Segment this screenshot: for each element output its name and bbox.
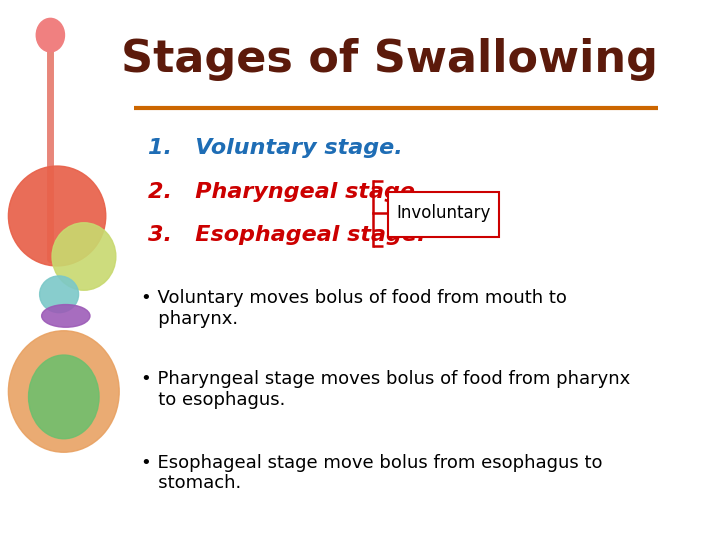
Text: • Pharyngeal stage moves bolus of food from pharynx
   to esophagus.: • Pharyngeal stage moves bolus of food f… bbox=[141, 370, 630, 409]
Ellipse shape bbox=[40, 276, 78, 313]
Ellipse shape bbox=[9, 330, 120, 453]
Ellipse shape bbox=[36, 18, 65, 52]
Ellipse shape bbox=[9, 166, 106, 266]
Text: 2.   Pharyngeal stage.: 2. Pharyngeal stage. bbox=[148, 181, 423, 202]
Ellipse shape bbox=[52, 222, 116, 291]
Text: • Esophageal stage move bolus from esophagus to
   stomach.: • Esophageal stage move bolus from esoph… bbox=[141, 454, 603, 492]
Ellipse shape bbox=[29, 355, 99, 438]
Text: Stages of Swallowing: Stages of Swallowing bbox=[121, 38, 658, 81]
Text: Involuntary: Involuntary bbox=[397, 204, 491, 222]
Ellipse shape bbox=[42, 305, 90, 327]
Text: • Voluntary moves bolus of food from mouth to
   pharynx.: • Voluntary moves bolus of food from mou… bbox=[141, 289, 567, 328]
Text: 1.   Voluntary stage.: 1. Voluntary stage. bbox=[148, 138, 402, 159]
FancyBboxPatch shape bbox=[388, 192, 499, 237]
Text: 3.   Esophageal stage.: 3. Esophageal stage. bbox=[148, 225, 426, 245]
